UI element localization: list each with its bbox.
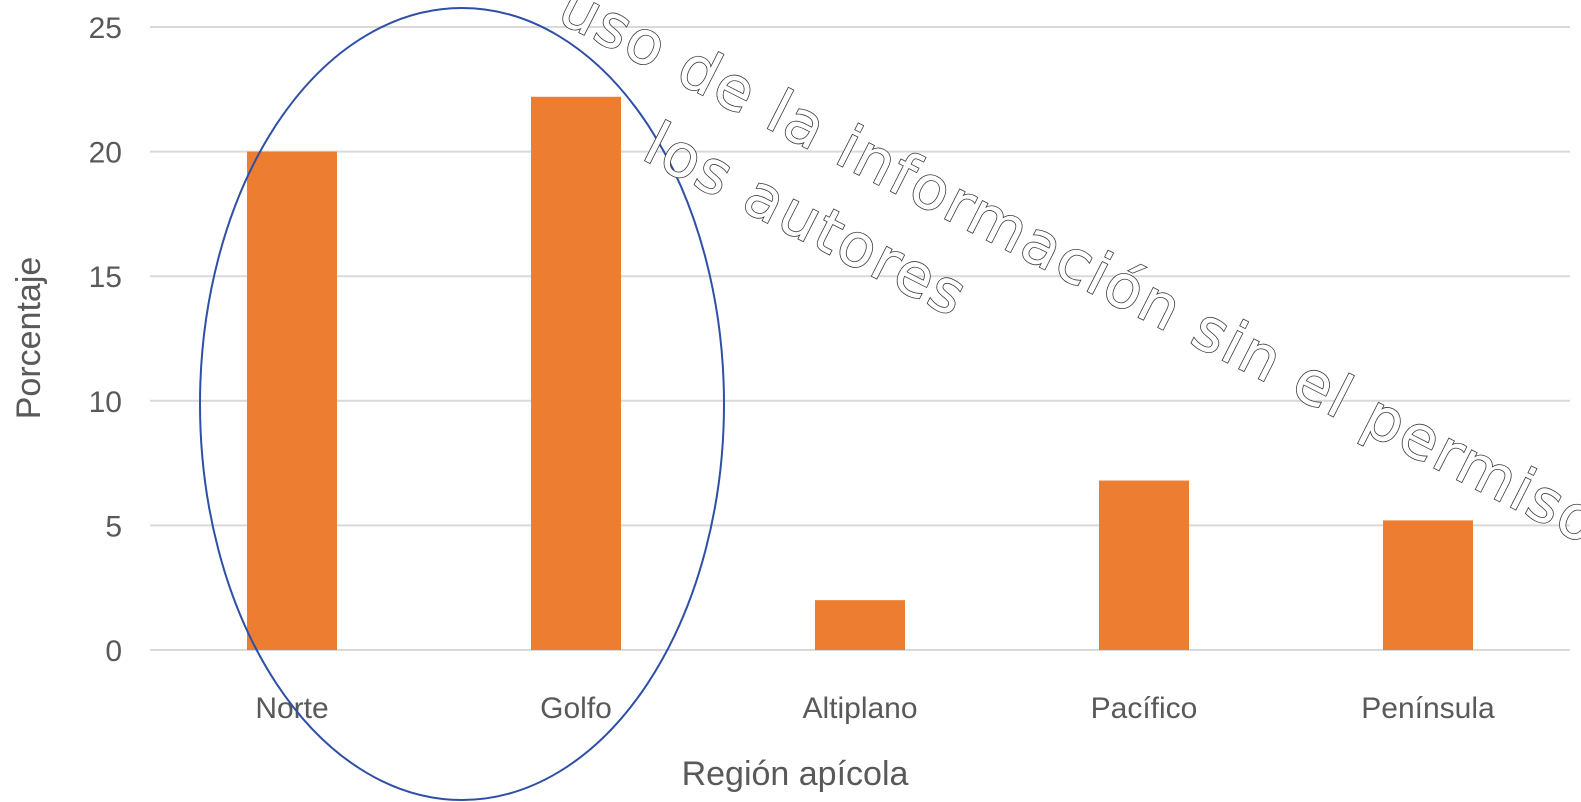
bar-pacífico <box>1099 480 1189 650</box>
bar-península <box>1383 520 1473 650</box>
x-axis-ticks: Norte Golfo Altiplano Pacífico Península <box>255 692 1495 725</box>
y-tick-label: 20 <box>89 137 122 170</box>
y-tick-label: 0 <box>105 635 122 668</box>
gridlines <box>150 26 1570 651</box>
y-tick-label: 15 <box>89 261 122 294</box>
x-axis-title: Región apícola <box>682 755 909 793</box>
y-axis-ticks: 0 5 10 15 20 25 <box>89 12 122 668</box>
highlight-ellipse <box>199 7 725 801</box>
bar-norte <box>247 151 337 650</box>
y-tick-label: 5 <box>105 510 122 543</box>
bar-golfo <box>531 96 621 650</box>
x-tick-label: Norte <box>255 692 328 725</box>
x-tick-label: Península <box>1361 692 1495 725</box>
watermark-line-1: uso de la información sin el permiso de <box>548 0 1581 604</box>
x-tick-label: Altiplano <box>802 692 917 725</box>
watermark: uso de la información sin el permiso de … <box>547 0 1581 605</box>
y-tick-label: 10 <box>89 386 122 419</box>
x-tick-label: Pacífico <box>1091 692 1198 725</box>
x-tick-label: Golfo <box>540 692 612 725</box>
y-tick-label: 25 <box>89 12 122 45</box>
y-axis-title: Porcentaje <box>10 257 48 420</box>
bars <box>247 96 1473 650</box>
bar-altiplano <box>815 600 905 650</box>
